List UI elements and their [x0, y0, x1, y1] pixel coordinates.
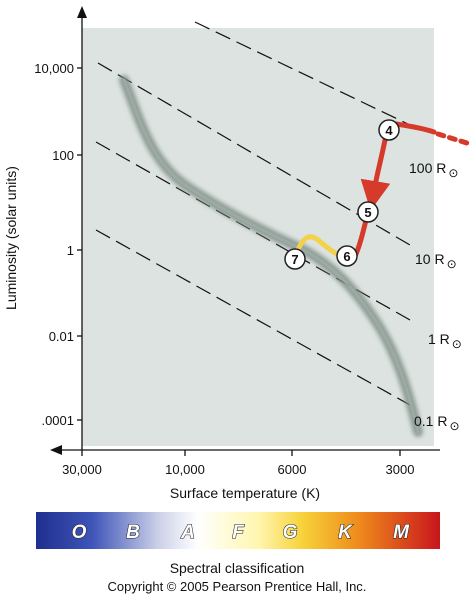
- spectral-class-g: G: [283, 522, 298, 543]
- stage-7-label: 7: [291, 252, 298, 267]
- y-tick-0.0001: .0001: [41, 413, 74, 428]
- stage-7-marker: 7: [284, 248, 306, 270]
- radius-line-0.1: [95, 229, 411, 406]
- spectral-class-m: M: [393, 522, 410, 543]
- stage-6-marker: 6: [336, 245, 358, 267]
- x-tick-10000: 10,000: [165, 462, 205, 477]
- y-axis-arrow: [77, 6, 87, 18]
- y-tick-0.01: 0.01: [49, 329, 74, 344]
- plot-background: [82, 28, 434, 446]
- x-tick-6000: 6000: [278, 462, 307, 477]
- stage-6-label: 6: [343, 249, 350, 264]
- y-tick-labels: 10,000 100 1 0.01 .0001: [34, 61, 74, 428]
- axes: [50, 6, 440, 456]
- y-tick-1: 1: [67, 243, 74, 258]
- stage-4-marker: 4: [378, 119, 400, 141]
- y-tick-100: 100: [52, 148, 74, 163]
- x-axis-arrow: [50, 445, 62, 455]
- spectral-bar: [36, 512, 440, 549]
- radius-label-1: 1 R ⊙: [428, 331, 462, 351]
- track-dotted-extension: [435, 131, 473, 147]
- radius-label-0.1: 0.1 R ⊙: [414, 413, 460, 433]
- stage-5-label: 5: [364, 205, 371, 220]
- x-axis-title: Surface temperature (K): [170, 485, 320, 501]
- spectral-letters: O B A F G K M: [71, 521, 411, 543]
- radius-line-100: [194, 21, 411, 126]
- spectral-caption: Spectral classification: [170, 560, 305, 576]
- x-tick-3000: 3000: [386, 462, 415, 477]
- track-4-to-5: [360, 137, 391, 211]
- stage-5-marker: 5: [357, 201, 379, 223]
- x-tick-labels: 30,000 10,000 6000 3000: [62, 462, 414, 477]
- radius-labels: 100 R ⊙ 10 R ⊙ 1 R ⊙ 0.1 R ⊙: [409, 160, 462, 433]
- radius-label-10: 10 R ⊙: [415, 251, 457, 271]
- spectral-class-b: B: [126, 522, 140, 543]
- x-tick-30000: 30,000: [62, 462, 102, 477]
- spectral-class-f: F: [232, 522, 245, 543]
- spectral-class-k: K: [338, 522, 353, 543]
- copyright-notice: Copyright © 2005 Pearson Prentice Hall, …: [108, 579, 367, 594]
- stage-markers: 4 5 6 7: [284, 119, 400, 270]
- y-axis-title: Luminosity (solar units): [3, 166, 19, 310]
- spectral-class-o: O: [72, 522, 87, 543]
- y-tick-10000: 10,000: [34, 61, 74, 76]
- stage-4-label: 4: [385, 123, 393, 138]
- spectral-class-a: A: [180, 522, 195, 543]
- radius-label-100: 100 R ⊙: [409, 160, 458, 180]
- track-beyond-4: [393, 121, 437, 135]
